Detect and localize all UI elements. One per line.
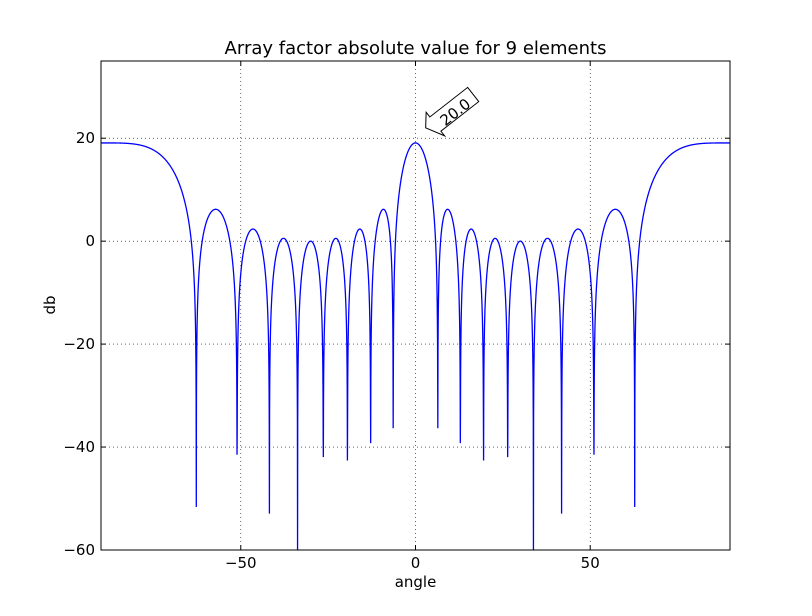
x-tick-label: 0 [411,554,421,572]
array-factor-line [101,142,730,550]
chart-title: Array factor absolute value for 9 elemen… [225,38,607,59]
y-tick-label: −60 [63,541,95,559]
annotation-arrow-shape [425,86,480,138]
y-tick-label: 0 [85,232,95,250]
y-tick-label: −20 [63,335,95,353]
x-axis-label: angle [395,573,437,591]
tick-layer: −50 0 50 −60 −40 −20 0 20 [63,61,730,572]
x-tick-label: −50 [225,554,257,572]
y-tick-label: −40 [63,438,95,456]
y-tick-label: 20 [76,129,95,147]
y-axis-label: db [41,295,59,314]
x-tick-label: 50 [581,554,600,572]
